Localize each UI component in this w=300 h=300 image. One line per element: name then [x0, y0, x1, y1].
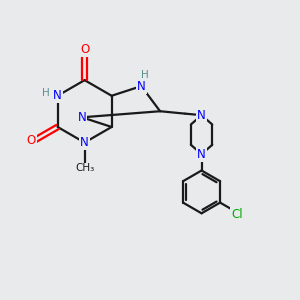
Text: O: O [80, 43, 89, 56]
Text: Cl: Cl [231, 208, 243, 221]
Text: N: N [53, 89, 62, 102]
Text: N: N [197, 109, 206, 122]
Text: O: O [27, 134, 36, 147]
Text: CH₃: CH₃ [75, 164, 94, 173]
Text: H: H [141, 70, 149, 80]
Text: N: N [80, 136, 89, 149]
Text: H: H [42, 88, 50, 98]
Text: N: N [137, 80, 146, 93]
Text: N: N [78, 111, 86, 124]
Text: N: N [197, 148, 206, 161]
